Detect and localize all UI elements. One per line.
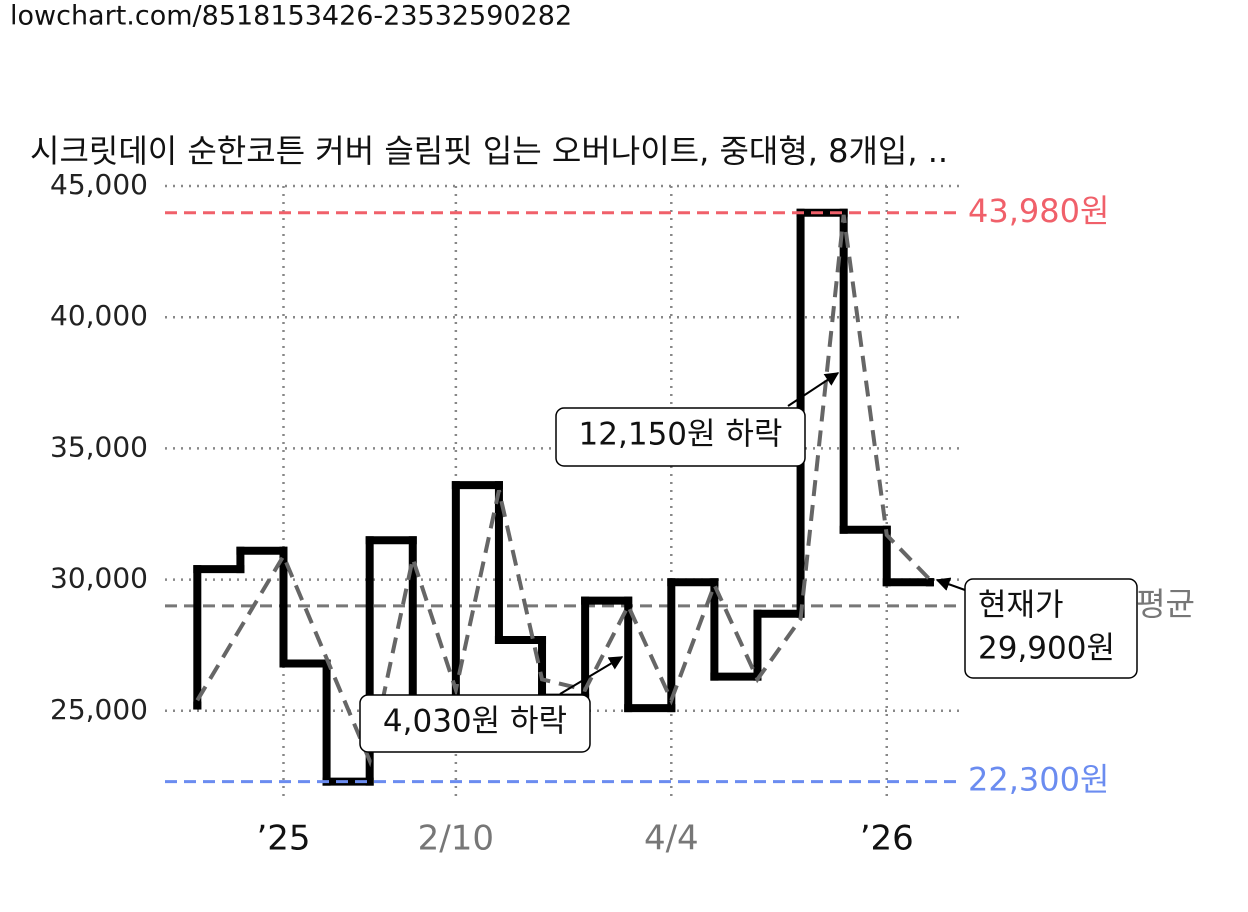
annotation-box: [359, 694, 591, 753]
y-tick-label: 30,000: [50, 562, 148, 595]
annotation-box: [964, 578, 1138, 679]
trend-line: [195, 214, 932, 768]
x-tick-label: 2/10: [418, 819, 494, 859]
annotation-box: [555, 407, 806, 467]
url: lowchart.com/8518153426-23532590282: [10, 1, 572, 32]
reference-label: 22,300원: [968, 761, 1109, 799]
y-tick-label: 40,000: [50, 299, 148, 332]
annotation-arrow: [559, 656, 624, 695]
annotation-text: 현재가: [978, 588, 1064, 624]
y-tick-label: 25,000: [50, 693, 148, 726]
x-tick-label: 4/4: [644, 819, 699, 859]
annotation-text: 12,150원 하락: [579, 417, 783, 453]
annotation-text: 29,900원: [978, 631, 1115, 667]
reference-label: 평균: [1136, 585, 1195, 623]
y-tick-label: 35,000: [50, 430, 148, 463]
y-tick-label: 45,000: [50, 168, 148, 201]
x-tick-label: ’25: [256, 819, 310, 859]
chart-title: 시크릿데이 순한코튼 커버 슬림핏 입는 오버나이트, 중대형, 8개입, ..: [30, 132, 948, 170]
x-tick-label: ’26: [860, 819, 914, 859]
annotation-text: 4,030원 하락: [383, 704, 567, 740]
annotation-arrow: [935, 577, 966, 591]
annotation-arrow: [787, 372, 840, 407]
reference-label: 43,980원: [968, 192, 1109, 230]
